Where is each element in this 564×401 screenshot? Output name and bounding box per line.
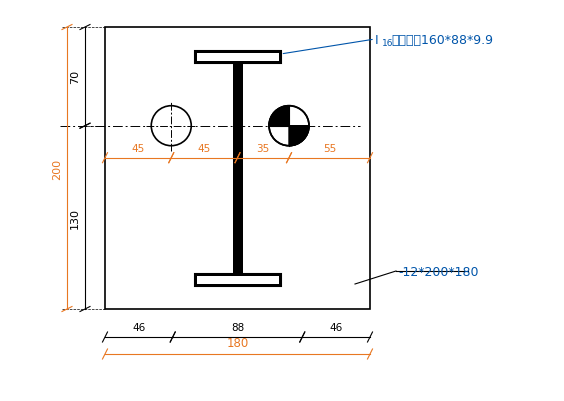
Text: 35: 35 (257, 143, 270, 153)
Text: 70: 70 (70, 70, 80, 84)
Text: 46: 46 (132, 322, 146, 332)
Text: 55: 55 (323, 143, 336, 153)
Text: 180: 180 (226, 336, 249, 349)
Circle shape (151, 106, 191, 146)
Bar (105, 28, 370, 309)
Text: 130: 130 (70, 207, 80, 228)
Bar (196, 276, 279, 284)
Polygon shape (269, 106, 289, 126)
Text: 88: 88 (231, 322, 244, 332)
Bar (195, 274, 280, 286)
Text: 46: 46 (329, 322, 343, 332)
Circle shape (269, 106, 309, 146)
Polygon shape (289, 126, 309, 146)
Text: 45: 45 (198, 143, 211, 153)
Bar (196, 54, 279, 62)
Text: 45: 45 (131, 143, 145, 153)
Bar (195, 274, 280, 286)
Text: I: I (375, 33, 378, 47)
Text: 工字钉为160*88*9.9: 工字钉为160*88*9.9 (391, 33, 493, 47)
Bar (195, 52, 280, 64)
Bar (232, 64, 243, 274)
Bar (195, 52, 280, 64)
Text: 200: 200 (52, 158, 62, 179)
Text: 16: 16 (382, 38, 394, 47)
Text: -12*200*180: -12*200*180 (398, 265, 478, 278)
